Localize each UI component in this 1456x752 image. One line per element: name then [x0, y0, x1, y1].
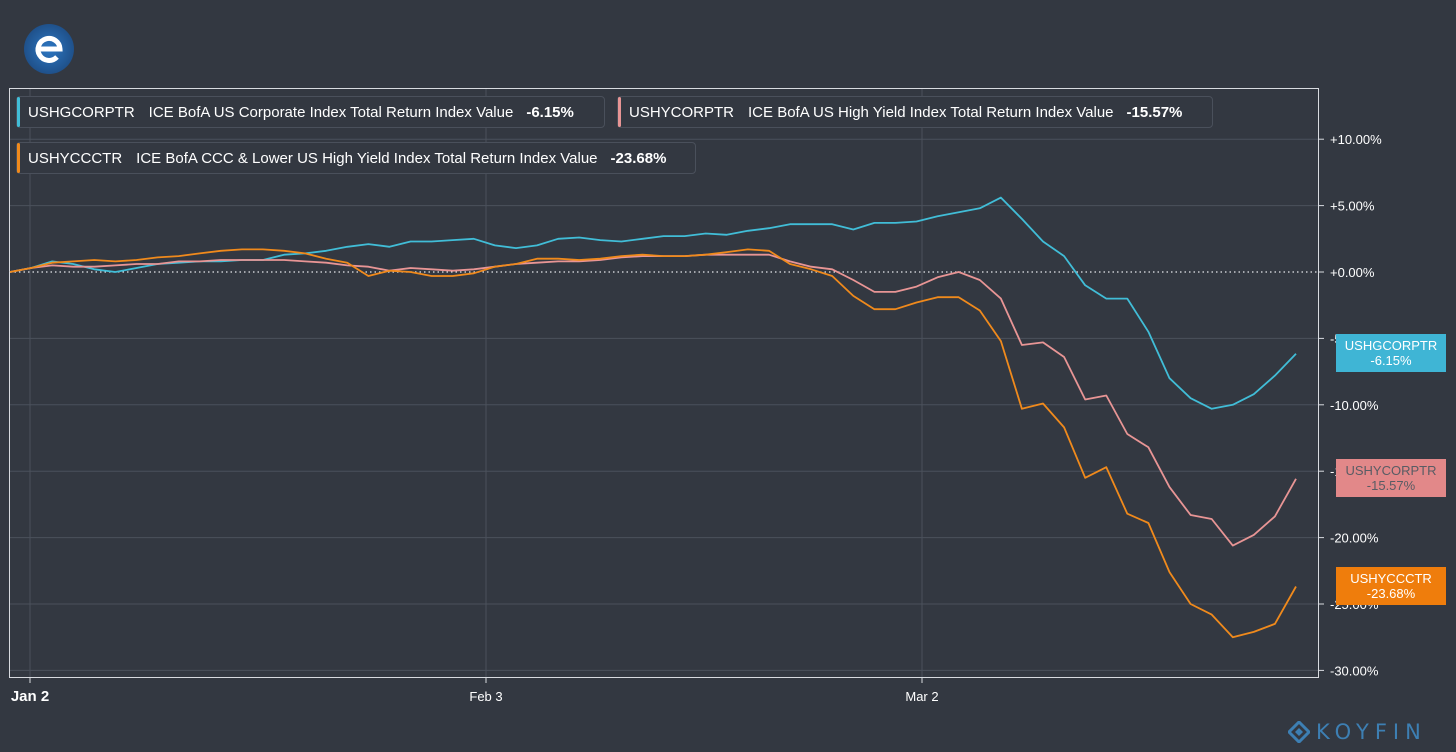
- y-tick-label: +0.00%: [1330, 265, 1375, 280]
- y-tick-label: -10.00%: [1330, 398, 1379, 413]
- legend-code: USHYCORPTR: [629, 103, 735, 121]
- series-line-ushgcorptr: [9, 196, 1297, 410]
- legend-item-ushyccctr[interactable]: USHYCCCTR ICE BofA CCC & Lower US High Y…: [16, 142, 696, 174]
- legend-color-bar: [17, 97, 20, 127]
- koyfin-wordmark: KOYFIN: [1316, 720, 1427, 744]
- end-label-code: USHGCORPTR: [1344, 338, 1438, 353]
- legend-description: ICE BofA US High Yield Index Total Retur…: [748, 103, 1114, 121]
- koyfin-diamond-icon: [1288, 721, 1310, 743]
- y-tick-label: -30.00%: [1330, 663, 1379, 678]
- koyfin-brand: KOYFIN: [1288, 720, 1427, 744]
- x-tick-label: Jan 2: [11, 688, 49, 705]
- legend-change: -23.68%: [610, 149, 667, 167]
- end-label-ushgcorptr: USHGCORPTR -6.15%: [1336, 334, 1446, 372]
- legend-change: -6.15%: [526, 103, 574, 121]
- series-line-ushycorptr: [9, 253, 1297, 547]
- legend-item-ushgcorptr[interactable]: USHGCORPTR ICE BofA US Corporate Index T…: [16, 96, 605, 128]
- end-label-code: USHYCORPTR: [1345, 463, 1437, 478]
- legend-description: ICE BofA US Corporate Index Total Return…: [148, 103, 514, 121]
- chart-frame: [9, 88, 1319, 678]
- y-tick-label: +5.00%: [1330, 199, 1375, 214]
- legend-color-bar: [618, 97, 621, 127]
- x-tick-label: Feb 3: [469, 689, 502, 704]
- legend-description: ICE BofA CCC & Lower US High Yield Index…: [136, 149, 598, 167]
- legend-change: -15.57%: [1126, 103, 1183, 121]
- koyfin-e-logo-icon: [24, 24, 74, 74]
- legend-color-bar: [17, 143, 20, 173]
- end-label-ushyccctr: USHYCCCTR -23.68%: [1336, 567, 1446, 605]
- legend-item-ushycorptr[interactable]: USHYCORPTR ICE BofA US High Yield Index …: [617, 96, 1213, 128]
- end-label-value: -23.68%: [1366, 586, 1416, 601]
- end-label-ushycorptr: USHYCORPTR -15.57%: [1336, 459, 1446, 497]
- end-label-value: -15.57%: [1366, 478, 1416, 493]
- legend-code: USHGCORPTR: [28, 103, 135, 121]
- y-tick-label: -20.00%: [1330, 531, 1379, 546]
- end-label-value: -6.15%: [1370, 353, 1412, 368]
- end-label-code: USHYCCCTR: [1350, 571, 1432, 586]
- series-line-ushyccctr: [9, 248, 1297, 639]
- legend-code: USHYCCCTR: [28, 149, 123, 167]
- y-tick-label: +10.00%: [1330, 132, 1382, 147]
- x-tick-label: Mar 2: [905, 689, 938, 704]
